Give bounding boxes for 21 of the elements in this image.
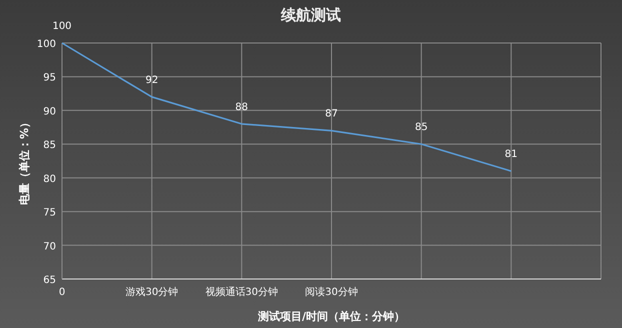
data-label: 92 bbox=[145, 74, 158, 86]
y-tick-label: 100 bbox=[36, 39, 56, 50]
x-tick-label: 游戏30分钟 bbox=[125, 286, 178, 298]
y-tick-label: 90 bbox=[43, 106, 56, 118]
x-tick-label: 阅读30分钟 bbox=[305, 286, 358, 298]
y-tick-label: 70 bbox=[43, 241, 56, 252]
data-label: 100 bbox=[52, 21, 72, 32]
y-tick-label: 75 bbox=[43, 208, 56, 219]
data-label: 87 bbox=[325, 108, 338, 120]
y-tick-label: 95 bbox=[43, 72, 56, 84]
x-tick-label: 0 bbox=[58, 287, 66, 298]
y-tick-label: 65 bbox=[43, 275, 56, 286]
chart-title: 续航测试 bbox=[280, 6, 341, 24]
y-tick-label: 85 bbox=[43, 140, 56, 152]
y-axis-title: 电量（单位：%） bbox=[18, 116, 31, 206]
y-tick-label: 80 bbox=[43, 174, 56, 185]
data-label: 85 bbox=[414, 122, 428, 134]
x-axis-title: 测试项目/时间（单位：分钟） bbox=[256, 310, 406, 323]
data-label: 81 bbox=[504, 149, 518, 160]
data-label: 88 bbox=[235, 102, 248, 113]
x-tick-label: 视频通话30分钟 bbox=[205, 286, 278, 298]
